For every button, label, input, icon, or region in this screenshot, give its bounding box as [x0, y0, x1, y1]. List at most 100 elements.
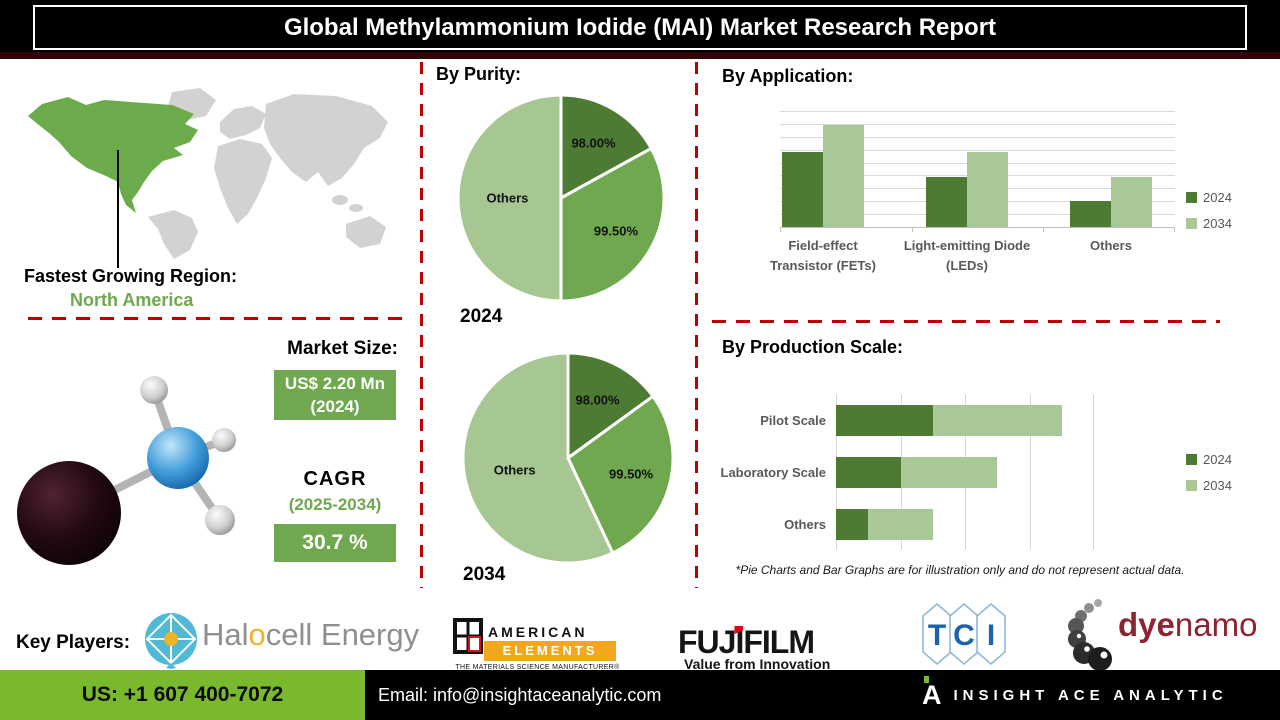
legend-item-2034: 2034 — [1186, 216, 1232, 231]
axis-tick — [911, 227, 913, 232]
divider-left — [28, 317, 402, 320]
bar-2034-Others — [1111, 177, 1152, 227]
page-title: Global Methylammonium Iodide (MAI) Marke… — [283, 13, 997, 41]
bar-segment-2034 — [868, 509, 933, 540]
map-australia — [346, 216, 386, 248]
pie-slice-label: 99.50% — [609, 466, 654, 482]
bar-2024-Light-emitting Diode (LEDs) — [926, 177, 967, 227]
category-label: Light-emitting Diode (LEDs) — [903, 238, 1031, 273]
bar-row-Others — [836, 509, 1094, 540]
purity-header: By Purity: — [436, 64, 522, 84]
gridline — [1029, 394, 1031, 550]
divider-right — [712, 320, 1220, 323]
pie-slice-label: 98.00% — [571, 135, 616, 151]
footer-phone: US: +1 607 400-7072 — [81, 683, 284, 706]
map-asia — [264, 94, 388, 186]
map-europe — [220, 106, 266, 139]
title-underline — [0, 52, 1280, 59]
axis-tick — [1043, 227, 1045, 232]
production-bar-chart — [836, 394, 1094, 550]
atom-hydrogen — [205, 505, 235, 535]
pie-svg — [461, 351, 675, 565]
american-elements-name: AMERICAN — [488, 624, 588, 640]
footer-email: Email: info@insightaceanalytic.com — [378, 684, 662, 705]
fujifilm-text-pre: FUJ — [678, 624, 736, 660]
category-label: Pilot Scale — [760, 413, 826, 428]
halocell-text-accent: o — [248, 617, 266, 652]
legend-item-2024: 2024 — [1186, 190, 1232, 205]
legend-label: 2024 — [1203, 190, 1232, 205]
pie-slice-98.00% — [566, 351, 655, 460]
dyenamo-text-dye: dye — [1118, 606, 1175, 643]
production-legend: 2024 2034 — [1186, 452, 1232, 493]
title-frame: Global Methylammonium Iodide (MAI) Marke… — [33, 5, 1247, 50]
market-size-value-box: US$ 2.20 Mn (2024) — [274, 370, 396, 420]
market-size-value: US$ 2.20 Mn — [284, 374, 386, 393]
fujifilm-logo-text: FUJ IFILM — [678, 624, 815, 661]
halocell-text-pre: Hal — [202, 617, 249, 652]
legend-swatch — [1186, 454, 1197, 465]
american-elements-banner: ELEMENTS — [484, 641, 616, 661]
fujifilm-text-accent: I — [734, 624, 744, 660]
tci-letter-c: C — [953, 619, 975, 652]
tci-logo: T C I — [922, 602, 1006, 666]
insight-ace-a-icon: A — [922, 675, 942, 709]
pie-chart-purity-2034: 98.00% 99.50% Others — [460, 350, 676, 566]
map-callout-line — [117, 150, 119, 268]
gridline — [780, 149, 1175, 151]
dyenamo-text-namo: namo — [1174, 606, 1258, 643]
insight-ace-brand-text: INSIGHT ACE ANALYTIC — [953, 686, 1228, 704]
pie-slice-98.00% — [559, 93, 653, 200]
gridline — [780, 123, 1175, 125]
bar-segment-2024 — [836, 509, 869, 540]
tci-letter-i: I — [987, 619, 995, 652]
category-label: Others — [1090, 238, 1132, 253]
pie-slice-label: Others — [486, 190, 529, 206]
application-bar-chart — [780, 111, 1175, 232]
bar-segment-2024 — [836, 457, 901, 488]
pie-slice-99.50% — [559, 146, 666, 303]
pie-slice-label: Others — [493, 462, 536, 478]
pie-year-2034: 2034 — [463, 564, 506, 585]
bar-row-Laboratory Scale — [836, 457, 1094, 488]
molecule-illustration — [17, 376, 236, 565]
bar-2034-Light-emitting Diode (LEDs) — [967, 151, 1008, 227]
footer-bar — [365, 670, 1280, 720]
bar-2034-Field-effect Transistor (FETs) — [823, 124, 864, 227]
atom-hydrogen — [212, 428, 236, 452]
application-category-labels: Field-effect Transistor (FETs) Light-emitt… — [770, 236, 1175, 286]
map-north-america — [28, 97, 198, 213]
map-africa — [214, 139, 272, 224]
pie-slice-label: 98.00% — [575, 392, 620, 408]
category-label: Field-effect Transistor (FETs) — [770, 238, 876, 273]
insight-ace-logo: A INSIGHT ACE ANALYTIC — [922, 670, 1228, 720]
legend-label: 2034 — [1203, 216, 1232, 231]
legend-swatch — [1186, 192, 1197, 203]
application-legend: 2024 2034 — [1186, 190, 1232, 231]
legend-item-2034: 2034 — [1186, 478, 1232, 493]
legend-swatch — [1186, 480, 1197, 491]
category-label: Laboratory Scale — [720, 465, 827, 480]
gridline — [780, 136, 1175, 138]
legend-item-2024: 2024 — [1186, 452, 1232, 467]
region-label: Fastest Growing Region: — [24, 266, 238, 286]
american-elements-tagline: THE MATERIALS SCIENCE MANUFACTURER® — [455, 664, 620, 671]
pie-slice-Others — [461, 351, 615, 565]
cagr-label: CAGR — [303, 468, 367, 490]
bar-row-Pilot Scale — [836, 405, 1094, 436]
bar-segment-2024 — [836, 405, 933, 436]
gridline — [1093, 394, 1094, 550]
footer-phone-panel: US: +1 607 400-7072 — [0, 670, 365, 720]
halocell-logo-icon — [145, 613, 197, 669]
axis-tick — [1174, 227, 1175, 232]
title-bar — [0, 0, 1280, 52]
tci-letter-t: T — [928, 619, 946, 652]
fujifilm-red-mark — [734, 626, 744, 634]
pie-year-2024: 2024 — [460, 306, 503, 327]
legend-swatch — [1186, 218, 1197, 229]
legend-label: 2024 — [1203, 452, 1232, 467]
pie-slice-99.50% — [566, 394, 675, 555]
market-size-label: Market Size: — [287, 338, 398, 359]
gridline — [780, 111, 1175, 112]
dyenamo-logo-icon — [1068, 599, 1112, 671]
